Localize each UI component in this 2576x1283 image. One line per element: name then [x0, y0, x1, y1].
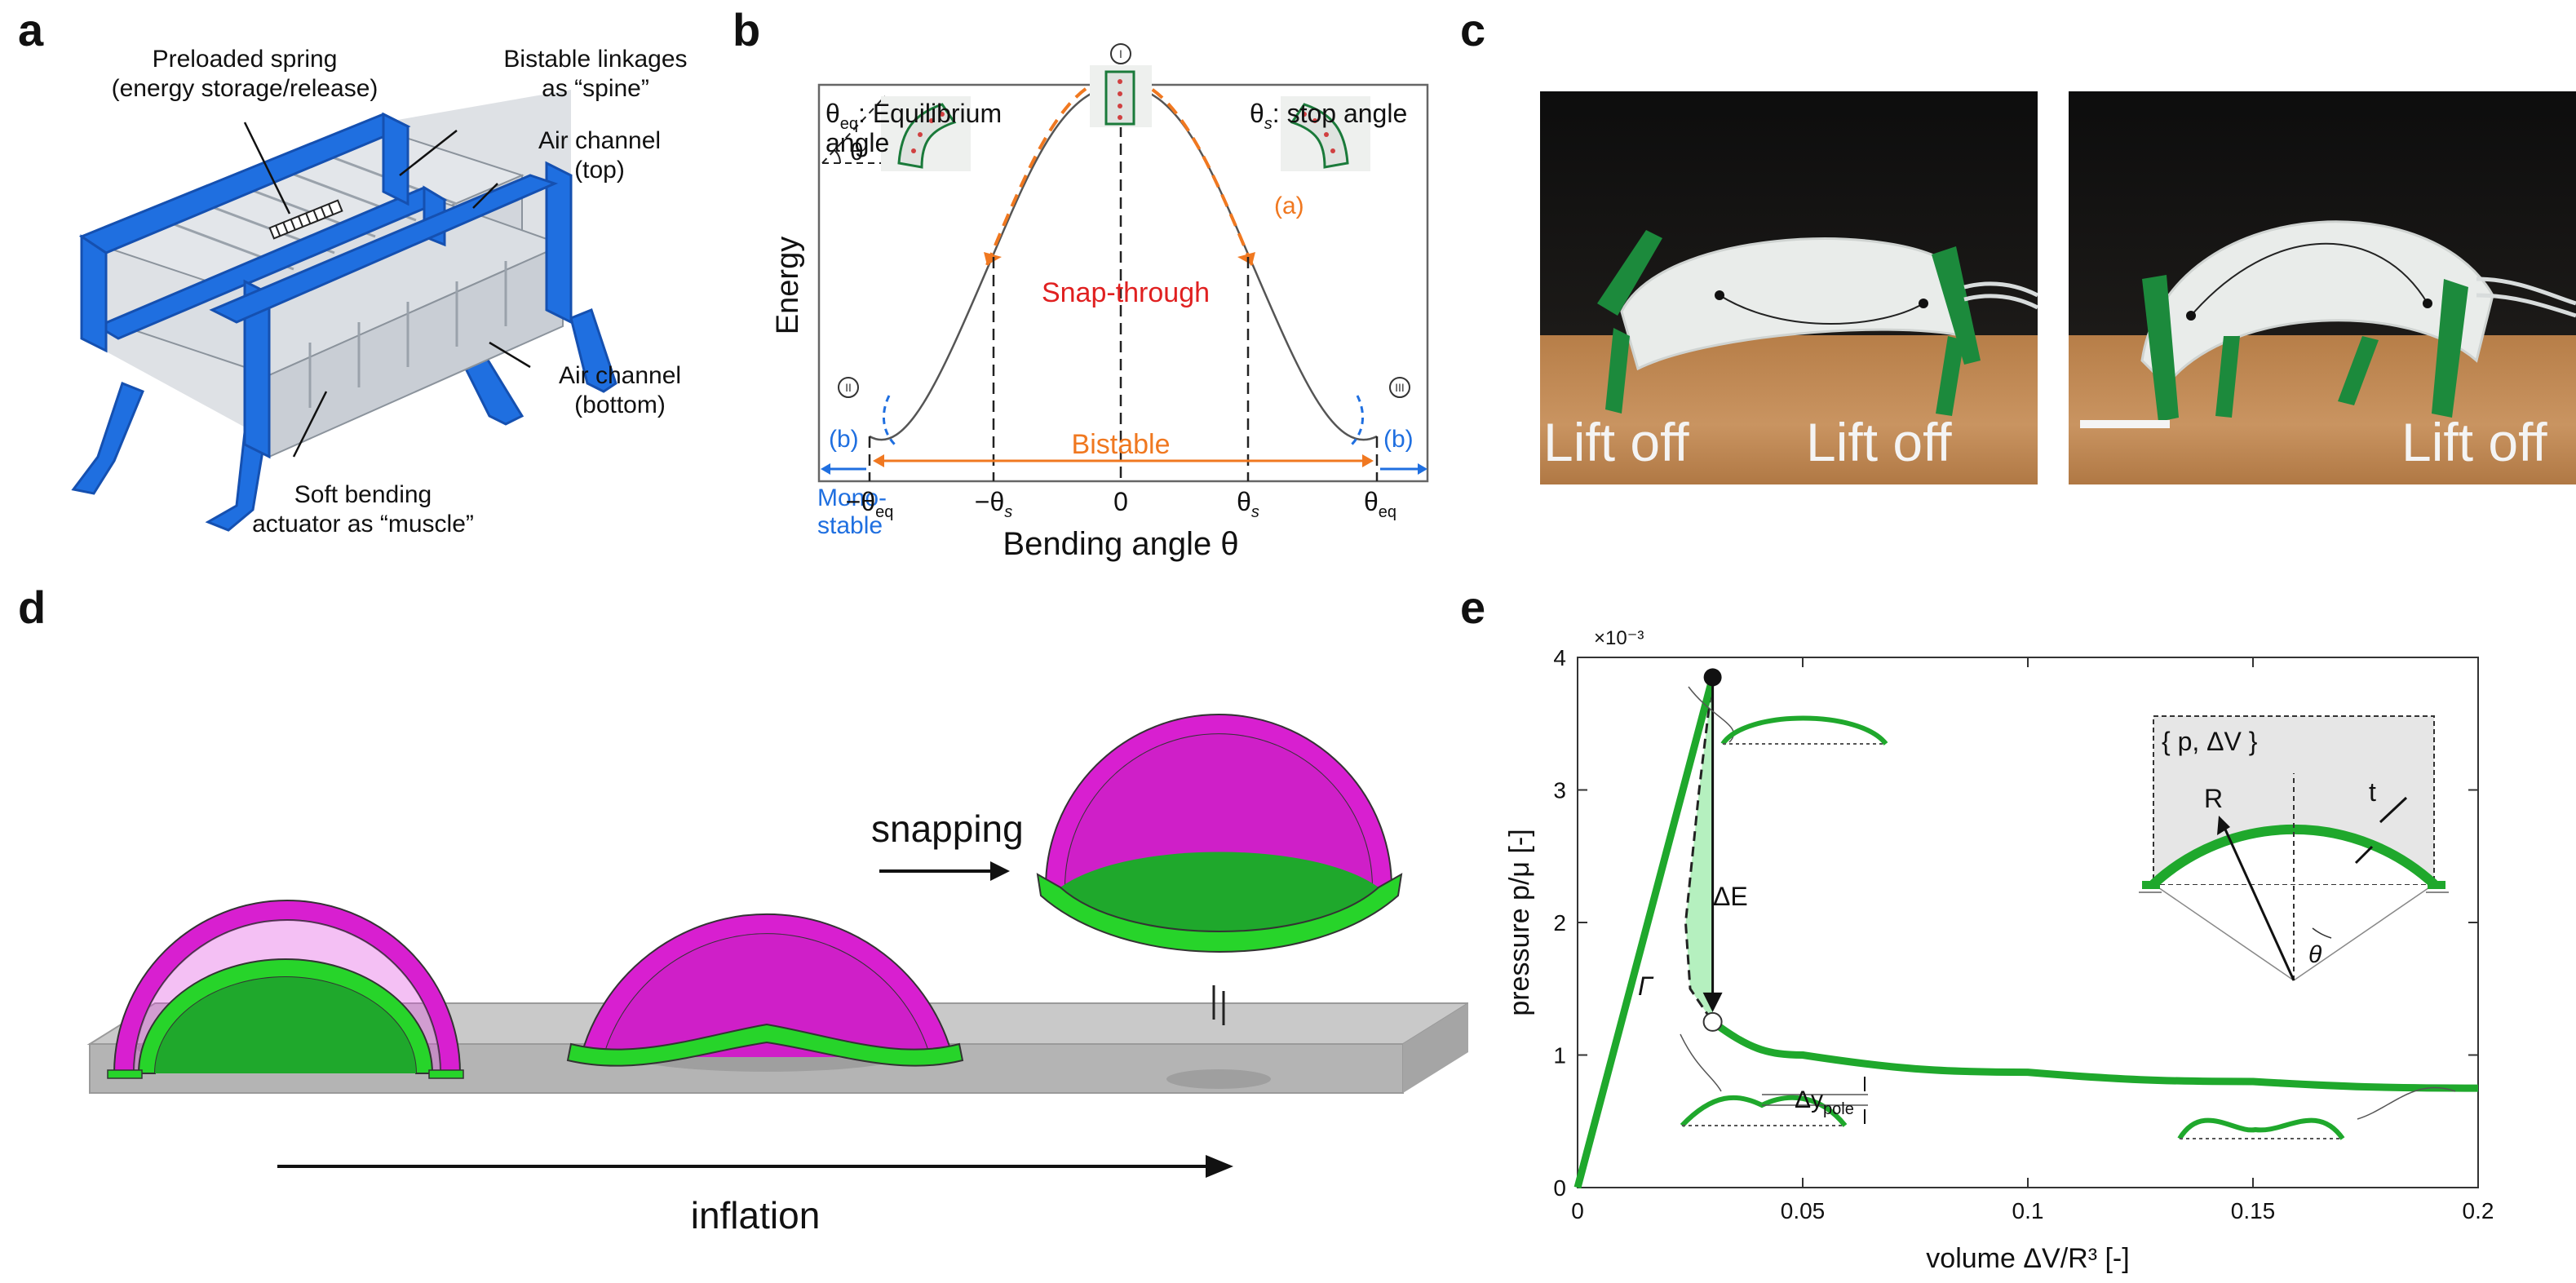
eq-label-angle: angle	[825, 128, 889, 157]
label-air-channel-top-2: (top)	[574, 157, 625, 184]
inset-t-label: t	[2369, 777, 2376, 807]
label-air-channel-top-1: Air channel	[538, 127, 661, 154]
state-i-label: I	[1119, 47, 1122, 60]
photo-robot-left: Lift off Lift off	[1540, 91, 2038, 484]
actuator-photo-left	[881, 96, 971, 171]
panel-e: 0 0.05 0.1 0.15 0.2 0 1 2 3 4	[1468, 620, 2576, 1279]
shape-sketch-bottom-right	[2177, 1086, 2456, 1140]
state-iii-label: III	[1395, 381, 1405, 394]
tick-zero: 0	[1113, 487, 1128, 516]
shape-sketch-top	[1688, 686, 1888, 745]
label-bistable-linkages-1: Bistable linkages	[503, 46, 687, 73]
label-soft-actuator-2: actuator as “muscle”	[252, 511, 474, 538]
series-post-snap-line	[1710, 1019, 2479, 1092]
inset-r-label: R	[2204, 784, 2223, 813]
label-bistable-linkages-2: as “spine”	[542, 75, 649, 102]
robot-sketch-right	[2080, 220, 2576, 428]
snap-drop-arrowhead	[1702, 992, 1723, 1012]
gamma-unstable-branch	[1684, 677, 1715, 1023]
energy-landscape-plot: I II III θeq: Equilibrium angle θs: stop…	[771, 43, 1429, 562]
panel-label-a: a	[18, 4, 44, 55]
x-axis-label: volume ΔV/R³ [-]	[1926, 1243, 2129, 1274]
snapping-label: snapping	[871, 807, 1024, 850]
inset-theta-label: θ	[2308, 941, 2322, 968]
y-exponent: ×10⁻³	[1594, 627, 1644, 649]
panel-label-e: e	[1460, 582, 1486, 633]
x-tick-label-4: 0.2	[2463, 1198, 2494, 1223]
shell-1-small	[107, 900, 464, 1079]
shell-3-snapped	[1036, 714, 1403, 953]
eq-label-theta: θeq: Equilibrium	[825, 99, 1002, 133]
y-axis-label: pressure p/μ [-]	[1504, 829, 1535, 1015]
lift-off-caption-left-1: Lift off	[1543, 412, 1689, 472]
monostable-label-1: Mono-	[817, 484, 887, 511]
x-tick-label-0: 0	[1571, 1198, 1584, 1223]
lift-off-caption-left-2: Lift off	[1806, 412, 1952, 472]
theta-construction-label: θ	[850, 139, 864, 166]
snap-through-label: Snap-through	[1042, 277, 1210, 308]
bistable-label: Bistable	[1072, 429, 1171, 460]
panel-a: Preloaded spring (energy storage/release…	[0, 0, 718, 571]
scale-bar	[2080, 420, 2170, 428]
panel-label-d: d	[18, 582, 46, 633]
tick-neg-theta-s: −θs	[975, 487, 1012, 521]
panel-d: snapping inflation	[0, 620, 1472, 1279]
x-axis-bending-angle: Bending angle θ	[1003, 526, 1238, 562]
path-b-left-label: (b)	[829, 426, 859, 453]
state-ii-label: II	[845, 381, 852, 394]
robot-sketch-left	[1597, 230, 2038, 416]
x-tick-label-3: 0.15	[2231, 1198, 2276, 1223]
robot-cad-figure: Preloaded spring (energy storage/release…	[71, 46, 688, 538]
actuator-photo-right	[1281, 96, 1370, 171]
tick-pos-theta-eq: θeq	[1364, 487, 1396, 521]
lift-off-caption-right: Lift off	[2401, 412, 2547, 472]
shell-2-large	[566, 914, 964, 1067]
x-tick-label-2: 0.1	[2012, 1198, 2044, 1223]
monostable-label-2: stable	[817, 512, 883, 539]
y-tick-label-2: 2	[1553, 910, 1566, 936]
path-a-label: (a)	[1274, 192, 1304, 219]
y-tick-label-4: 4	[1553, 645, 1566, 670]
delta-e-area	[1685, 677, 1713, 1022]
label-soft-actuator-1: Soft bending	[294, 481, 432, 508]
y-axis-energy: Energy	[771, 237, 805, 334]
post-snap-point	[1702, 1011, 1723, 1032]
delta-y-pole-label: Δypole	[1795, 1086, 1854, 1118]
series-loading-line	[1573, 676, 1716, 1189]
inset-box-label: { p, ΔV }	[2162, 727, 2258, 756]
y-tick-label-0: 0	[1553, 1175, 1566, 1201]
shape-sketch-bottom-left	[1680, 1033, 1868, 1128]
actuator-photo-center	[1090, 65, 1152, 127]
label-air-channel-bottom-2: (bottom)	[574, 392, 666, 418]
path-b-right-label: (b)	[1383, 426, 1414, 453]
tick-pos-theta-s: θs	[1237, 487, 1259, 521]
gamma-label: Γ	[1638, 971, 1654, 1001]
max-pressure-point	[1703, 668, 1722, 687]
label-air-channel-bottom-1: Air channel	[559, 362, 681, 389]
delta-e-label: ΔE	[1713, 882, 1748, 911]
panel-b: I II III θeq: Equilibrium angle θs: stop…	[718, 0, 1452, 571]
y-tick-label-1: 1	[1553, 1043, 1566, 1068]
stop-angle-label: θs: stop angle	[1250, 99, 1407, 133]
photo-robot-right: Lift off	[2069, 91, 2576, 484]
label-preloaded-spring-1: Preloaded spring	[153, 46, 338, 73]
x-tick-label-1: 0.05	[1781, 1198, 1826, 1223]
tick-neg-theta-eq: −θeq	[846, 487, 894, 521]
pressure-volume-chart: 0 0.05 0.1 0.15 0.2 0 1 2 3 4	[1504, 627, 2494, 1274]
label-preloaded-spring-2: (energy storage/release)	[112, 75, 378, 102]
panel-label-c: c	[1460, 4, 1486, 55]
inflation-label: inflation	[691, 1194, 821, 1237]
inset-shell-geometry	[2139, 715, 2449, 981]
y-tick-label-3: 3	[1553, 778, 1566, 803]
snapping-shell-illustration: snapping inflation	[86, 714, 1472, 1237]
panel-label-b: b	[733, 4, 761, 55]
